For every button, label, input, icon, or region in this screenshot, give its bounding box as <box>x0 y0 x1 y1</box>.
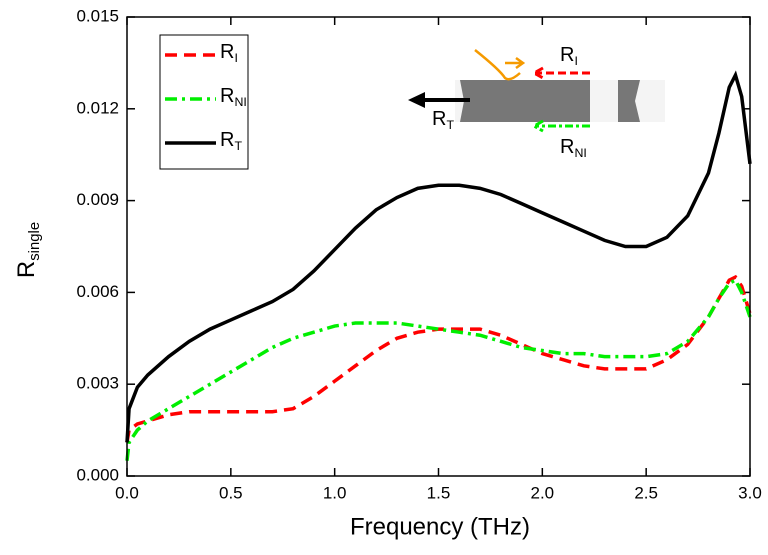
legend-box <box>159 34 249 170</box>
y-tick-label: 0.009 <box>76 190 119 209</box>
data-line <box>125 274 752 443</box>
inset-slab-end <box>618 80 640 122</box>
y-tick-label: 0.015 <box>76 6 119 25</box>
x-tick-label: 3.0 <box>738 483 762 502</box>
legend-label: RT <box>220 129 242 153</box>
inset-wave <box>474 49 521 81</box>
inset: RI RT RNI <box>408 44 665 160</box>
legend: RI RNI RT <box>159 34 249 170</box>
x-tick-label: 0.0 <box>115 483 139 502</box>
annotation: RI <box>560 44 578 68</box>
x-tick-label: 0.5 <box>219 483 243 502</box>
y-tick-label: 0.012 <box>76 98 119 117</box>
x-tick-label: 2.0 <box>531 483 555 502</box>
y-tick-label: 0.006 <box>76 282 119 301</box>
inset-arrow-head <box>408 92 425 108</box>
legend-label: RNI <box>220 85 247 109</box>
x-axis-label: Frequency (THz) <box>350 513 530 540</box>
inset-slab <box>460 80 590 122</box>
annotation: RNI <box>560 136 587 160</box>
x-tick-label: 2.5 <box>634 483 658 502</box>
y-axis-label: Rsingle <box>13 222 43 278</box>
x-tick-label: 1.0 <box>323 483 347 502</box>
annotation: RT <box>432 108 454 132</box>
legend-label: RI <box>220 41 238 65</box>
data-line <box>125 277 752 461</box>
y-tick-label: 0.000 <box>76 465 119 484</box>
inset-arrow <box>530 119 590 133</box>
inset-arrow <box>505 56 526 70</box>
inset-arrow <box>530 66 590 80</box>
y-tick-label: 0.003 <box>76 374 119 393</box>
data-line <box>125 70 752 443</box>
plot-frame <box>126 16 751 477</box>
x-tick-label: 1.5 <box>427 483 451 502</box>
